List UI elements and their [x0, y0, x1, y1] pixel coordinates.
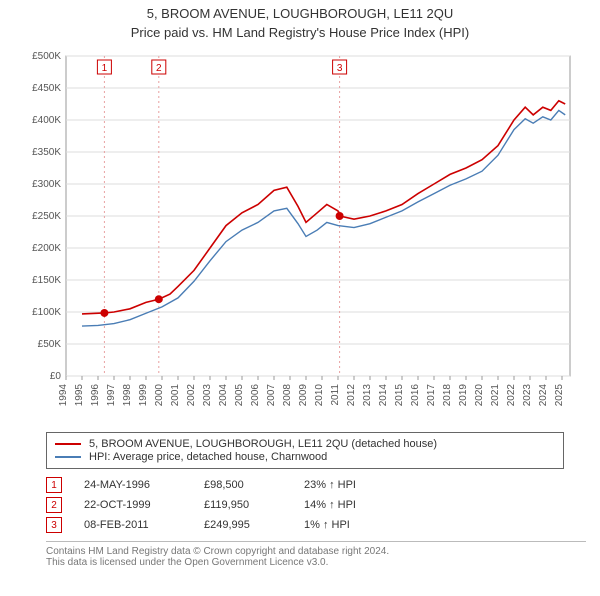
chart-svg: £0 £50K £100K £150K £200K £250K £300K £350K £400… [20, 46, 580, 426]
sale-events: 1 24-MAY-1996 £98,500 23% ↑ HPI 2 22-OCT… [46, 477, 566, 533]
svg-text:2017: 2017 [426, 384, 437, 407]
svg-text:2022: 2022 [506, 384, 517, 407]
svg-text:1995: 1995 [74, 384, 85, 407]
svg-text:2020: 2020 [474, 384, 485, 407]
svg-text:2001: 2001 [170, 384, 181, 407]
event-date: 24-MAY-1996 [84, 479, 204, 491]
event-date: 08-FEB-2011 [84, 519, 204, 531]
svg-text:£300K: £300K [32, 179, 61, 190]
svg-text:£450K: £450K [32, 83, 61, 94]
svg-text:2011: 2011 [330, 384, 341, 406]
svg-text:2023: 2023 [522, 384, 533, 407]
svg-text:2005: 2005 [234, 384, 245, 407]
svg-text:£400K: £400K [32, 115, 61, 126]
svg-text:2013: 2013 [362, 384, 373, 407]
svg-text:2016: 2016 [410, 384, 421, 407]
svg-text:1999: 1999 [138, 384, 149, 407]
svg-text:2004: 2004 [218, 384, 229, 407]
svg-text:2006: 2006 [250, 384, 261, 407]
legend-swatch-icon [55, 456, 81, 458]
svg-text:2025: 2025 [554, 384, 565, 407]
legend-swatch-icon [55, 443, 81, 445]
svg-text:£200K: £200K [32, 243, 61, 254]
svg-text:£100K: £100K [32, 307, 61, 318]
legend-item: HPI: Average price, detached house, Char… [55, 451, 555, 463]
svg-text:1: 1 [102, 63, 108, 74]
svg-text:2008: 2008 [282, 384, 293, 407]
sale-event-row: 3 08-FEB-2011 £249,995 1% ↑ HPI [46, 517, 566, 533]
legend: 5, BROOM AVENUE, LOUGHBOROUGH, LE11 2QU … [46, 432, 564, 469]
event-diff: 1% ↑ HPI [304, 519, 424, 531]
event-price: £98,500 [204, 479, 304, 491]
svg-text:3: 3 [337, 63, 343, 74]
svg-text:2015: 2015 [394, 384, 405, 407]
license-footer: Contains HM Land Registry data © Crown c… [46, 541, 586, 568]
svg-text:£0: £0 [50, 371, 62, 382]
svg-text:2000: 2000 [154, 384, 165, 407]
svg-text:1996: 1996 [90, 384, 101, 407]
legend-item: 5, BROOM AVENUE, LOUGHBOROUGH, LE11 2QU … [55, 438, 555, 450]
event-marker-icon: 1 [46, 477, 62, 493]
event-marker-icon: 2 [46, 497, 62, 513]
svg-text:2012: 2012 [346, 384, 357, 407]
svg-text:1994: 1994 [58, 384, 69, 407]
svg-text:2007: 2007 [266, 384, 277, 407]
svg-text:2014: 2014 [378, 384, 389, 407]
svg-text:2018: 2018 [442, 384, 453, 407]
event-price: £249,995 [204, 519, 304, 531]
sale-event-row: 1 24-MAY-1996 £98,500 23% ↑ HPI [46, 477, 566, 493]
legend-label: 5, BROOM AVENUE, LOUGHBOROUGH, LE11 2QU … [89, 438, 437, 450]
svg-text:£150K: £150K [32, 275, 61, 286]
title-subtitle: Price paid vs. HM Land Registry's House … [0, 25, 600, 40]
svg-text:2019: 2019 [458, 384, 469, 407]
svg-text:2002: 2002 [186, 384, 197, 407]
event-diff: 14% ↑ HPI [304, 499, 424, 511]
svg-text:2003: 2003 [202, 384, 213, 407]
svg-text:2010: 2010 [314, 384, 325, 407]
event-price: £119,950 [204, 499, 304, 511]
svg-text:2: 2 [156, 63, 162, 74]
svg-text:£350K: £350K [32, 147, 61, 158]
license-line: This data is licensed under the Open Gov… [46, 557, 586, 568]
svg-text:2024: 2024 [538, 384, 549, 407]
event-date: 22-OCT-1999 [84, 499, 204, 511]
sale-event-row: 2 22-OCT-1999 £119,950 14% ↑ HPI [46, 497, 566, 513]
chart-titles: 5, BROOM AVENUE, LOUGHBOROUGH, LE11 2QU … [0, 6, 600, 40]
svg-text:1998: 1998 [122, 384, 133, 407]
svg-text:2009: 2009 [298, 384, 309, 407]
svg-text:1997: 1997 [106, 384, 117, 407]
title-address: 5, BROOM AVENUE, LOUGHBOROUGH, LE11 2QU [0, 6, 600, 21]
svg-text:£250K: £250K [32, 211, 61, 222]
event-diff: 23% ↑ HPI [304, 479, 424, 491]
svg-text:£50K: £50K [38, 339, 62, 350]
event-marker-icon: 3 [46, 517, 62, 533]
legend-label: HPI: Average price, detached house, Char… [89, 451, 327, 463]
chart-area: £0 £50K £100K £150K £200K £250K £300K £350K £400… [20, 46, 580, 426]
license-line: Contains HM Land Registry data © Crown c… [46, 546, 586, 557]
svg-text:£500K: £500K [32, 51, 61, 62]
svg-text:2021: 2021 [490, 384, 501, 407]
